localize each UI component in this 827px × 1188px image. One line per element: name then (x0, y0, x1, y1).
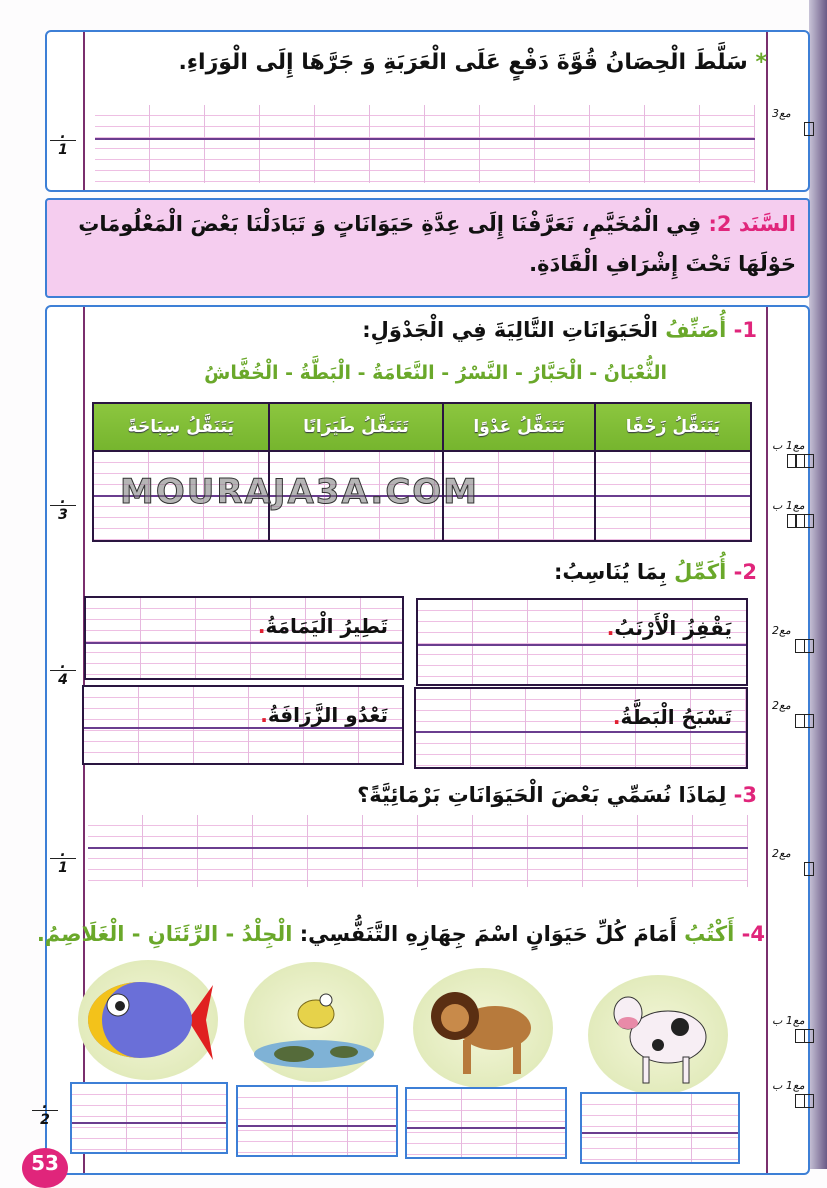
score-box: مع3 (772, 108, 814, 136)
header-running: تَتَنَقَّلُ عَدْوًا (442, 402, 596, 452)
cell-swimming[interactable] (92, 450, 270, 542)
score-box: مع1 ب (772, 440, 814, 468)
question-2-title: 2- أُكَمِّلُ بِمَا يُنَاسِبُ: (554, 560, 757, 584)
fraction-mark: .3 (48, 492, 78, 522)
question-1-title: 1- أُصَنِّفُ الْحَيَوَانَاتِ التَّالِيَة… (362, 318, 757, 342)
answer-box-lion[interactable] (405, 1087, 567, 1159)
lion-image (413, 968, 553, 1088)
cell-crawling[interactable] (593, 450, 753, 542)
question-4-title: 4- أَكْتُبُ أَمَامَ كُلِّ حَيَوَانٍ اسْم… (36, 922, 765, 946)
answer-lines[interactable] (88, 815, 748, 887)
answer-box-frog[interactable] (236, 1085, 398, 1157)
bullet: * (755, 50, 767, 75)
header-crawling: يَتَنَقَّلُ زَحْفًا (593, 402, 753, 452)
right-column-divider (766, 32, 768, 190)
complete-box-dove[interactable]: تَطِيرُ الْيَمَامَةُ. (84, 596, 404, 680)
cell-flying[interactable] (267, 450, 445, 542)
answer-lines[interactable] (95, 105, 755, 183)
document-text: فِي الْمُخَيَّمِ، تَعَرَّفْنَا إِلَى عِد… (78, 212, 796, 276)
animal-word-list: الثُّعْبَانُ - الْحَبَّارُ - النَّسْرُ -… (204, 362, 667, 384)
complete-box-duck[interactable]: تَسْبَحُ الْبَطَّةُ. (414, 687, 748, 769)
top-sentence: * سَلَّطَ الْحِصَانُ قُوَّةَ دَفْعٍ عَلَ… (178, 50, 767, 75)
complete-box-giraffe[interactable]: تَعْدُو الزَّرَافَةُ. (82, 685, 404, 765)
left-column (45, 32, 85, 190)
answer-box-cow[interactable] (580, 1092, 740, 1164)
question-3-title: 3- لِمَاذَا نُسَمِّي بَعْضَ الْحَيَوَانَ… (357, 783, 757, 807)
page-number: 53 (22, 1148, 68, 1188)
fish-image (78, 960, 218, 1080)
score-box: مع2 (772, 700, 814, 728)
score-box: مع2 (772, 848, 814, 876)
classification-table: يَتَنَقَّلُ زَحْفًا تَتَنَقَّلُ عَدْوًا … (92, 402, 753, 542)
header-flying: تَتَنَقَّلُ طَيَرَانًا (267, 402, 445, 452)
score-box: مع2 (772, 625, 814, 653)
score-box: مع1 ب (772, 500, 814, 528)
frog-image (244, 962, 384, 1082)
fraction-mark: .1 (48, 127, 78, 157)
score-box: مع1 ب (772, 1080, 814, 1108)
answer-box-fish[interactable] (70, 1082, 228, 1154)
page-edge (809, 0, 827, 1169)
cell-running[interactable] (442, 450, 596, 542)
cow-image (588, 975, 728, 1095)
complete-box-rabbit[interactable]: يَقْفِزُ الْأَرْنَبُ. (416, 598, 748, 686)
fraction-mark: .2 (30, 1097, 60, 1127)
fraction-mark: .1 (48, 845, 78, 875)
score-box: مع1 ب (772, 1015, 814, 1043)
header-swimming: يَتَنَقَّلُ سِبَاحَةً (92, 402, 270, 452)
fraction-mark: .4 (48, 657, 78, 687)
sentence-text: سَلَّطَ الْحِصَانُ قُوَّةَ دَفْعٍ عَلَى … (178, 50, 748, 75)
right-column-divider (766, 307, 768, 1173)
document-2-box: السَّنَد 2: فِي الْمُخَيَّمِ، تَعَرَّفْن… (45, 198, 810, 298)
document-label: السَّنَد 2: (708, 212, 797, 236)
